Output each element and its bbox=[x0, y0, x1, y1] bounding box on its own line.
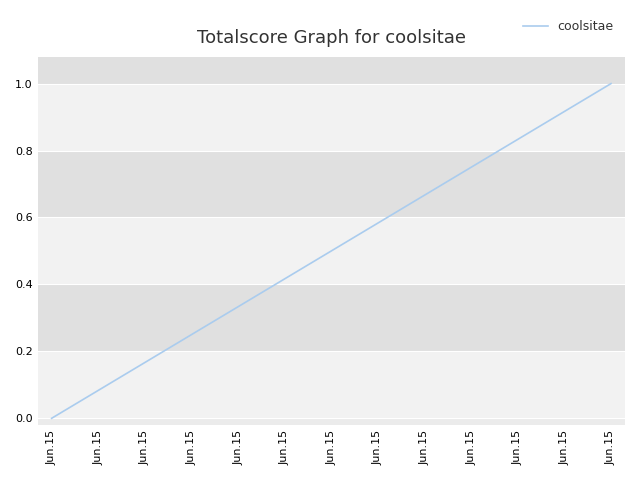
coolsitae bbox=[514, 136, 522, 142]
coolsitae bbox=[188, 332, 195, 337]
coolsitae bbox=[234, 304, 242, 310]
coolsitae bbox=[328, 248, 335, 254]
coolsitae bbox=[420, 192, 428, 198]
coolsitae bbox=[94, 387, 102, 393]
coolsitae bbox=[374, 220, 382, 226]
Bar bbox=[38, 57, 625, 84]
coolsitae bbox=[48, 415, 56, 421]
coolsitae bbox=[141, 360, 148, 365]
coolsitae bbox=[281, 276, 289, 282]
coolsitae bbox=[561, 108, 568, 114]
Bar bbox=[38, 84, 625, 151]
Bar bbox=[38, 285, 625, 351]
Legend: coolsitae: coolsitae bbox=[518, 15, 619, 38]
coolsitae bbox=[607, 81, 615, 86]
Bar bbox=[38, 217, 625, 285]
Bar bbox=[38, 351, 625, 418]
coolsitae bbox=[467, 164, 475, 170]
Line: coolsitae: coolsitae bbox=[52, 84, 611, 418]
Title: Totalscore Graph for coolsitae: Totalscore Graph for coolsitae bbox=[197, 29, 466, 47]
Bar bbox=[38, 151, 625, 217]
